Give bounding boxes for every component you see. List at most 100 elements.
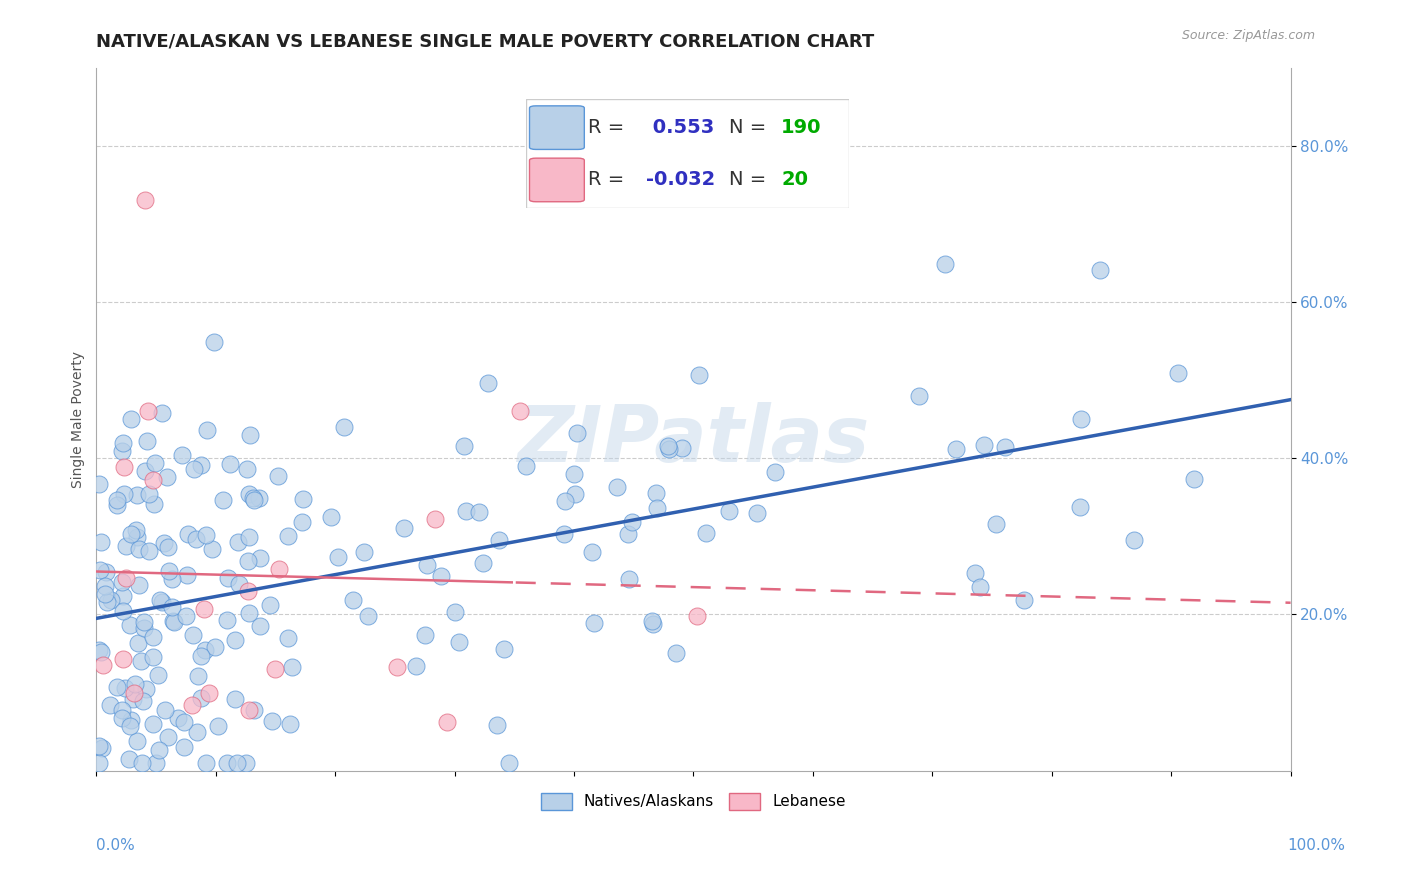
Point — [111, 589, 134, 603]
Point — [264, 662, 287, 676]
Point — [134, 464, 156, 478]
Point — [94, 565, 117, 579]
Point — [89, 642, 111, 657]
Point — [114, 681, 136, 695]
Point — [238, 703, 260, 717]
Point — [107, 680, 129, 694]
Point — [90, 535, 112, 549]
Point — [658, 442, 681, 457]
Point — [515, 458, 537, 473]
Point — [89, 756, 111, 770]
Point — [443, 605, 465, 619]
Point — [228, 577, 250, 591]
Point — [280, 717, 302, 731]
Point — [204, 640, 226, 655]
Point — [564, 486, 586, 500]
Point — [1070, 412, 1092, 426]
Point — [142, 473, 165, 487]
Point — [1090, 263, 1112, 277]
Point — [190, 648, 212, 663]
Text: 0.0%: 0.0% — [96, 838, 135, 853]
Point — [193, 602, 215, 616]
Point — [142, 497, 165, 511]
Point — [122, 685, 145, 699]
Point — [498, 756, 520, 770]
Point — [1167, 366, 1189, 380]
Point — [153, 536, 176, 550]
Point — [145, 756, 167, 770]
Point — [238, 530, 260, 544]
Point — [90, 644, 112, 658]
Point — [249, 551, 271, 566]
Point — [118, 752, 141, 766]
Point — [112, 487, 135, 501]
Point — [136, 404, 159, 418]
Point — [148, 743, 170, 757]
Point — [619, 572, 641, 586]
Point — [176, 567, 198, 582]
Point — [353, 544, 375, 558]
Point — [224, 692, 246, 706]
Point — [319, 510, 342, 524]
Point — [160, 600, 183, 615]
Text: 100.0%: 100.0% — [1288, 838, 1346, 853]
Legend: Natives/Alaskans, Lebanese: Natives/Alaskans, Lebanese — [536, 787, 852, 816]
Point — [128, 577, 150, 591]
Point — [259, 598, 281, 612]
Y-axis label: Single Male Poverty: Single Male Poverty — [72, 351, 86, 488]
Point — [238, 607, 260, 621]
Point — [163, 615, 186, 629]
Point — [105, 498, 128, 512]
Point — [129, 653, 152, 667]
Point — [226, 756, 249, 770]
Point — [269, 562, 291, 576]
Point — [453, 439, 475, 453]
Point — [120, 618, 142, 632]
Point — [243, 703, 266, 717]
Text: Source: ZipAtlas.com: Source: ZipAtlas.com — [1181, 29, 1315, 42]
Point — [984, 516, 1007, 531]
Point — [492, 641, 515, 656]
Point — [934, 257, 956, 271]
Point — [1069, 500, 1091, 514]
Point — [111, 702, 134, 716]
Point — [136, 434, 159, 449]
Point — [114, 572, 136, 586]
Point — [124, 676, 146, 690]
Point — [89, 477, 111, 491]
Point — [969, 580, 991, 594]
Point — [201, 541, 224, 556]
Point — [238, 487, 260, 501]
Point — [963, 566, 986, 580]
Point — [162, 614, 184, 628]
Point — [217, 756, 239, 770]
Point — [160, 572, 183, 586]
Point — [170, 449, 193, 463]
Point — [235, 756, 257, 770]
Point — [132, 615, 155, 629]
Point — [183, 461, 205, 475]
Point — [111, 604, 134, 618]
Point — [763, 466, 786, 480]
Point — [177, 527, 200, 541]
Point — [485, 717, 508, 731]
Point — [197, 685, 219, 699]
Point — [181, 628, 204, 642]
Point — [436, 715, 458, 730]
Point — [118, 719, 141, 733]
Point — [277, 632, 299, 646]
Point — [91, 657, 114, 672]
Point — [207, 719, 229, 733]
Point — [994, 440, 1017, 454]
Point — [1012, 593, 1035, 607]
Point — [87, 739, 110, 753]
Point — [621, 516, 644, 530]
Point — [326, 549, 349, 564]
Point — [127, 734, 149, 748]
Point — [1182, 472, 1205, 486]
Point — [447, 634, 470, 648]
Point — [173, 714, 195, 729]
Point — [945, 442, 967, 457]
Point — [190, 458, 212, 472]
Point — [190, 690, 212, 705]
